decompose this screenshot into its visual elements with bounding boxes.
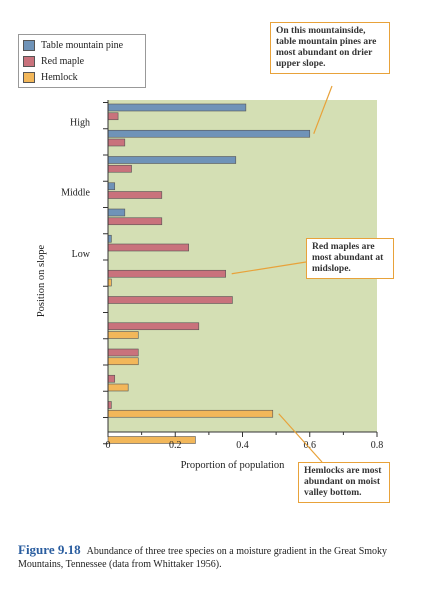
y-axis-label: Position on slope <box>36 244 47 317</box>
leader-hemlock <box>278 413 323 463</box>
x-tick-label: 0.4 <box>236 440 249 451</box>
bar-station-7-red-maple <box>107 269 226 278</box>
bar-station-7-hemlock <box>107 278 112 287</box>
bar-station-4-red-maple <box>107 191 163 199</box>
legend-label-hemlock: Hemlock <box>41 71 78 83</box>
bar-station-1-red-maple <box>107 112 119 121</box>
x-axis-label: Proportion of population <box>181 460 286 471</box>
bar-station-9-red-maple <box>107 322 200 331</box>
bar-station-5-red-maple <box>107 217 163 226</box>
legend-swatch-hemlock <box>23 71 35 83</box>
bar-station-11-red-maple <box>107 374 116 383</box>
legend-item-pine: Table mountain pine <box>23 37 141 53</box>
x-tick-label: 0.2 <box>169 440 182 451</box>
legend-swatch-pine <box>23 39 35 51</box>
bar-station-5-table-mountain-pine <box>107 208 126 217</box>
caption-text: Abundance of three tree species on a moi… <box>18 546 388 570</box>
leader-pine <box>313 85 333 134</box>
y-tick-label-middle: Middle <box>61 188 90 199</box>
legend-item-hemlock: Hemlock <box>23 69 141 85</box>
legend-label-pine: Table mountain pine <box>41 39 124 51</box>
axes-group: 0 0.2 0.4 0.6 0.8 High Middle Low <box>61 100 383 451</box>
bar-station-3-red-maple <box>107 164 132 173</box>
bar-station-11-hemlock <box>107 383 129 392</box>
legend: Table mountain pine Red maple Hemlock <box>18 34 146 88</box>
bar-station-2-table-mountain-pine <box>107 129 311 138</box>
bar-station-4-table-mountain-pine <box>107 182 116 191</box>
y-tick-label-low: Low <box>72 249 91 260</box>
bar-station-6-red-maple <box>107 243 189 252</box>
bar-station-3-table-mountain-pine <box>107 156 237 164</box>
callout-leaders <box>231 85 333 463</box>
bar-station-9-hemlock <box>107 331 139 339</box>
legend-item-maple: Red maple <box>23 53 141 69</box>
figure-caption: Figure 9.18 Abundance of three tree speci… <box>18 543 418 571</box>
bar-station-6-table-mountain-pine <box>107 234 112 243</box>
bar-station-13-hemlock <box>107 436 196 444</box>
bars-group <box>107 103 311 444</box>
bar-station-2-red-maple <box>107 138 126 147</box>
bar-station-8-red-maple <box>107 296 233 304</box>
callout-maple: Red maples are most abundant at midslope… <box>306 238 394 279</box>
bar-station-10-red-maple <box>107 348 139 357</box>
bar-station-1-table-mountain-pine <box>107 103 247 112</box>
bar-station-10-hemlock <box>107 357 139 366</box>
x-tick-label: 0.8 <box>371 440 384 451</box>
x-tick-label: 0 <box>106 440 111 451</box>
figure-label: Figure 9.18 <box>18 542 81 557</box>
bar-station-12-hemlock <box>107 409 274 418</box>
leader-maple <box>231 261 307 275</box>
legend-swatch-maple <box>23 55 35 67</box>
y-tick-label-high: High <box>70 118 90 129</box>
legend-label-maple: Red maple <box>41 55 85 67</box>
x-tick-label: 0.6 <box>304 440 317 451</box>
bar-station-12-red-maple <box>107 401 112 409</box>
callout-pine: On this mountainside, table mountain pin… <box>270 22 390 74</box>
callout-hemlock: Hemlocks are most abundant on moist vall… <box>298 462 390 503</box>
